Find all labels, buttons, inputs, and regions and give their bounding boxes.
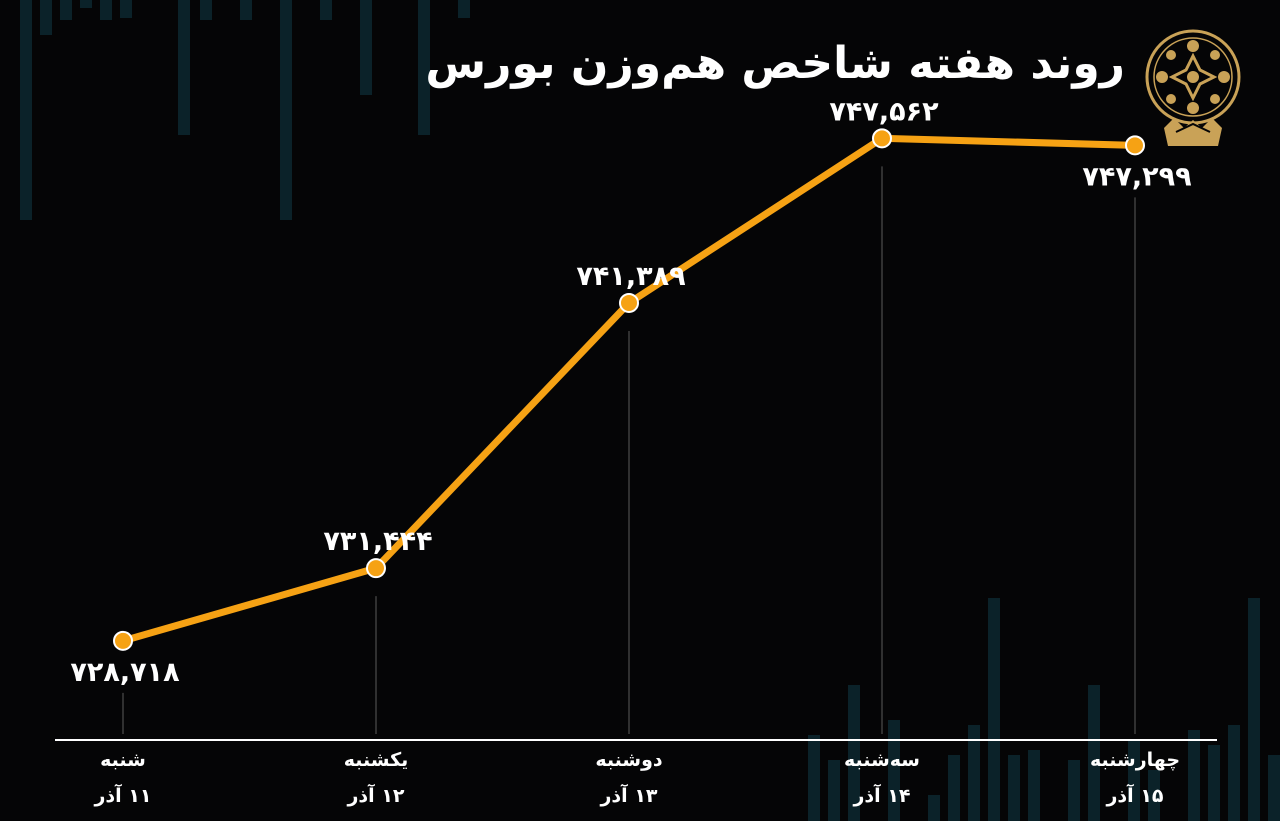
background-bar [178, 0, 190, 135]
background-bar [280, 0, 292, 220]
data-label: ۷۴۷,۵۶۲ [829, 96, 939, 127]
background-bar [120, 0, 132, 18]
background-bar [320, 0, 332, 20]
background-bar [418, 0, 430, 135]
background-bar [1068, 760, 1080, 821]
background-bar [968, 725, 980, 821]
background-bar [1268, 755, 1280, 821]
background-bar [40, 0, 52, 35]
background-bar [200, 0, 212, 20]
data-label: ۷۴۷,۲۹۹ [1082, 161, 1191, 192]
x-tick-date: ۱۳ آذر [599, 783, 657, 807]
guide-lines [122, 166, 1136, 734]
background-bar [240, 0, 252, 20]
x-tick-label: سه‌شنبه [844, 749, 920, 771]
background-bar [1128, 740, 1140, 821]
background-bar [1148, 770, 1160, 821]
background-bar [948, 755, 960, 821]
data-point [113, 630, 133, 651]
background-bar [1008, 755, 1020, 821]
x-tick-label: دوشنبه [595, 749, 663, 771]
background-bar [360, 0, 372, 95]
x-tick-date: ۱۲ آذر [346, 783, 404, 807]
background-bar [1028, 750, 1040, 821]
x-tick-label: چهارشنبه [1090, 749, 1180, 771]
background-bar [928, 795, 940, 821]
background-bar [100, 0, 112, 20]
data-point [1125, 135, 1145, 156]
data-point [872, 128, 892, 149]
data-point [366, 558, 386, 579]
markers [113, 128, 1145, 651]
background-bar [1208, 745, 1220, 821]
background-bar [60, 0, 72, 20]
data-label: ۷۳۱,۴۴۴ [323, 526, 432, 557]
background-bar [80, 0, 92, 8]
x-tick-label: شنبه [100, 749, 146, 771]
background-bar [1248, 598, 1260, 821]
background-bar [848, 685, 860, 821]
background-bar [988, 598, 1000, 821]
data-point [619, 292, 639, 313]
x-tick-date: ۱۱ آذر [93, 783, 151, 807]
background-bar [1228, 725, 1240, 821]
x-tick-date: ۱۵ آذر [1105, 783, 1163, 807]
background-bar [458, 0, 470, 18]
background-bars [20, 0, 1280, 821]
background-bar [1088, 685, 1100, 821]
data-label: ۷۲۸,۷۱۸ [70, 657, 180, 688]
data-labels: ۷۲۸,۷۱۸ ۷۳۱,۴۴۴ ۷۴۱,۳۸۹ ۷۴۷,۵۶۲ ۷۴۷,۲۹۹ [70, 96, 1191, 688]
x-tick-date: ۱۴ آذر [852, 783, 910, 807]
background-bar [20, 0, 32, 220]
stock-exchange-emblem-icon [1145, 29, 1241, 146]
page-title: روند هفته شاخص هم‌وزن بورس [425, 38, 1125, 89]
background-bar [1188, 730, 1200, 821]
x-tick-label: یکشنبه [344, 749, 409, 771]
background-bar [828, 760, 840, 821]
background-bar [808, 735, 820, 821]
data-label: ۷۴۱,۳۸۹ [576, 261, 685, 292]
background-bar [888, 720, 900, 821]
x-tick-labels: شنبه ۱۱ آذر یکشنبه ۱۲ آذر دوشنبه ۱۳ آذر سه‌شنب… [93, 749, 1180, 807]
